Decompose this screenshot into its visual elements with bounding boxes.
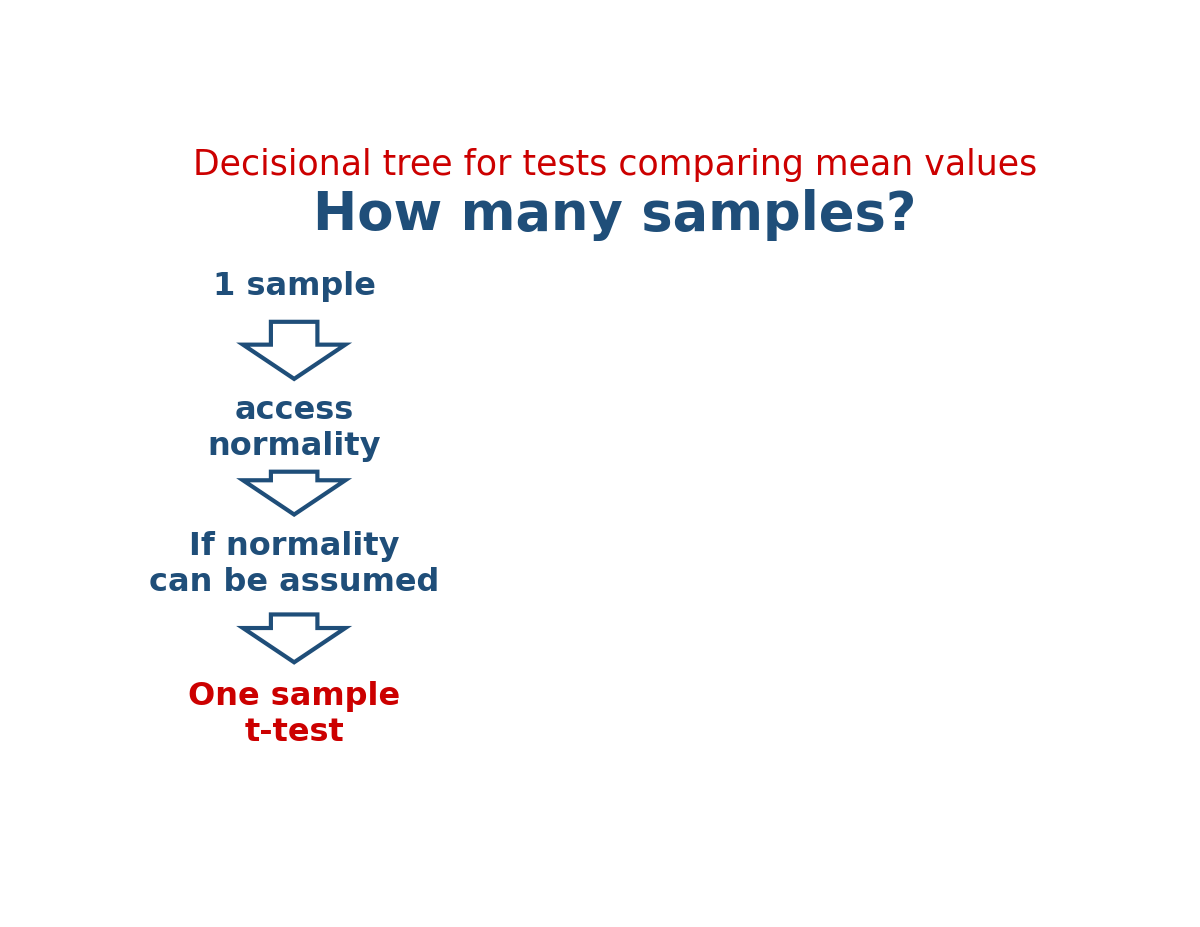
- Polygon shape: [242, 322, 346, 379]
- Text: access
normality: access normality: [208, 396, 380, 463]
- Text: Decisional tree for tests comparing mean values: Decisional tree for tests comparing mean…: [193, 147, 1037, 182]
- Text: 1 sample: 1 sample: [212, 271, 376, 301]
- Text: How many samples?: How many samples?: [313, 189, 917, 241]
- Text: If normality
can be assumed: If normality can be assumed: [149, 531, 439, 598]
- Text: One sample
t-test: One sample t-test: [188, 681, 401, 748]
- Polygon shape: [242, 615, 346, 662]
- Polygon shape: [242, 472, 346, 514]
